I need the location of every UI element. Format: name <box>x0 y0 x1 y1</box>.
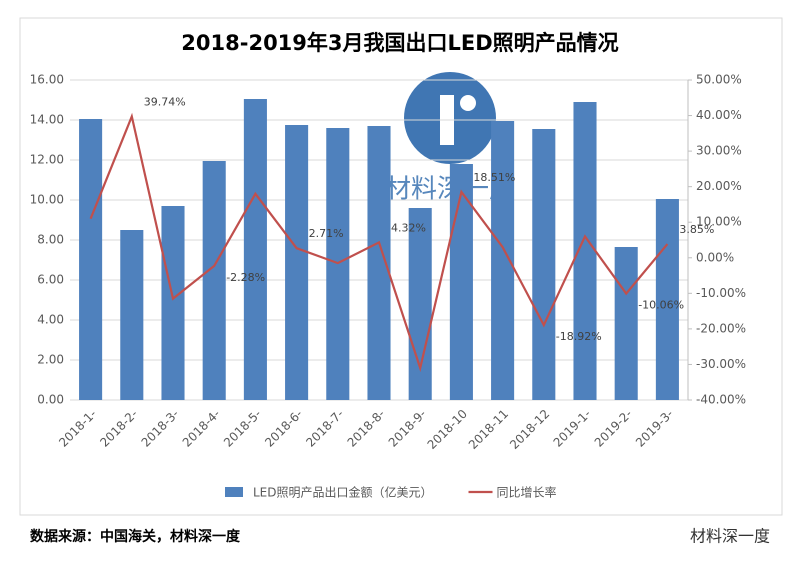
y-tick-label: 14.00 <box>30 113 64 127</box>
data-label: 3.85% <box>679 223 714 236</box>
x-tick-label: 2019-2- <box>592 407 635 450</box>
bar <box>491 121 515 400</box>
data-label: 4.32% <box>391 221 426 234</box>
y-tick-label: 8.00 <box>37 233 64 247</box>
y2-tick-label: 30.00% <box>696 144 742 158</box>
bar <box>79 119 103 400</box>
y-tick-label: 2.00 <box>37 353 64 367</box>
data-label: 18.51% <box>473 171 515 184</box>
y2-tick-label: 50.00% <box>696 73 742 87</box>
x-tick-label: 2018-1- <box>56 407 99 450</box>
data-label: 2.71% <box>309 227 344 240</box>
x-tick-label: 2019-3- <box>633 407 676 450</box>
x-tick-label: 2019-1- <box>551 407 594 450</box>
y2-tick-label: 20.00% <box>696 179 742 193</box>
account-name: 材料深一度 <box>690 527 770 546</box>
chart-frame <box>19 17 783 516</box>
data-label: -2.28% <box>226 271 265 284</box>
x-tick-label: 2018-4- <box>180 407 223 450</box>
data-label: -10.06% <box>638 299 684 312</box>
legend-label: 同比增长率 <box>497 485 557 500</box>
y2-tick-label: -30.00% <box>696 357 746 371</box>
y2-tick-label: -20.00% <box>696 321 746 335</box>
y2-tick-label: 40.00% <box>696 108 742 122</box>
x-tick-label: 2018-5- <box>221 407 264 450</box>
y-tick-label: 4.00 <box>37 313 64 327</box>
bar <box>614 247 638 400</box>
x-tick-label: 2018-2- <box>97 407 140 450</box>
y2-tick-label: 10.00% <box>696 215 742 229</box>
source-note: 数据来源：中国海关，材料深一度 <box>30 528 241 545</box>
y-tick-label: 16.00 <box>30 73 64 87</box>
x-tick-label: 2018-8- <box>345 407 388 450</box>
y-tick-label: 12.00 <box>30 153 64 167</box>
y-tick-label: 6.00 <box>37 273 64 287</box>
y2-tick-label: -40.00% <box>696 393 746 407</box>
legend-label: LED照明产品出口金额（亿美元） <box>253 485 433 500</box>
chart-title: 2018-2019年3月我国出口LED照明产品情况 <box>181 31 618 55</box>
x-tick-label: 2018-10 <box>425 407 470 452</box>
x-tick-label: 2018-6- <box>262 407 305 450</box>
bar <box>161 206 185 400</box>
x-tick-label: 2018-12 <box>507 407 552 452</box>
line <box>89 112 669 373</box>
bar <box>573 102 597 400</box>
y-tick-label: 10.00 <box>30 193 64 207</box>
watermark-logo <box>404 72 496 164</box>
bar <box>655 199 679 400</box>
y2-tick-label: -10.00% <box>696 286 746 300</box>
bar <box>532 129 556 400</box>
data-label: 39.74% <box>144 95 186 108</box>
x-tick-label: 2018-9- <box>386 407 429 450</box>
bar <box>202 161 226 400</box>
y2-tick-label: 0.00% <box>696 250 734 264</box>
x-tick-label: 2018-7- <box>303 407 346 450</box>
legend-swatch <box>225 487 243 497</box>
bar <box>120 230 144 400</box>
x-tick-label: 2018-3- <box>139 407 182 450</box>
bar <box>449 164 473 400</box>
x-tick-label: 2018-11 <box>466 407 511 452</box>
bar <box>285 125 309 400</box>
data-label: -18.92% <box>556 330 602 343</box>
y-tick-label: 0.00 <box>37 393 64 407</box>
bar <box>367 126 391 400</box>
bar <box>243 99 267 400</box>
